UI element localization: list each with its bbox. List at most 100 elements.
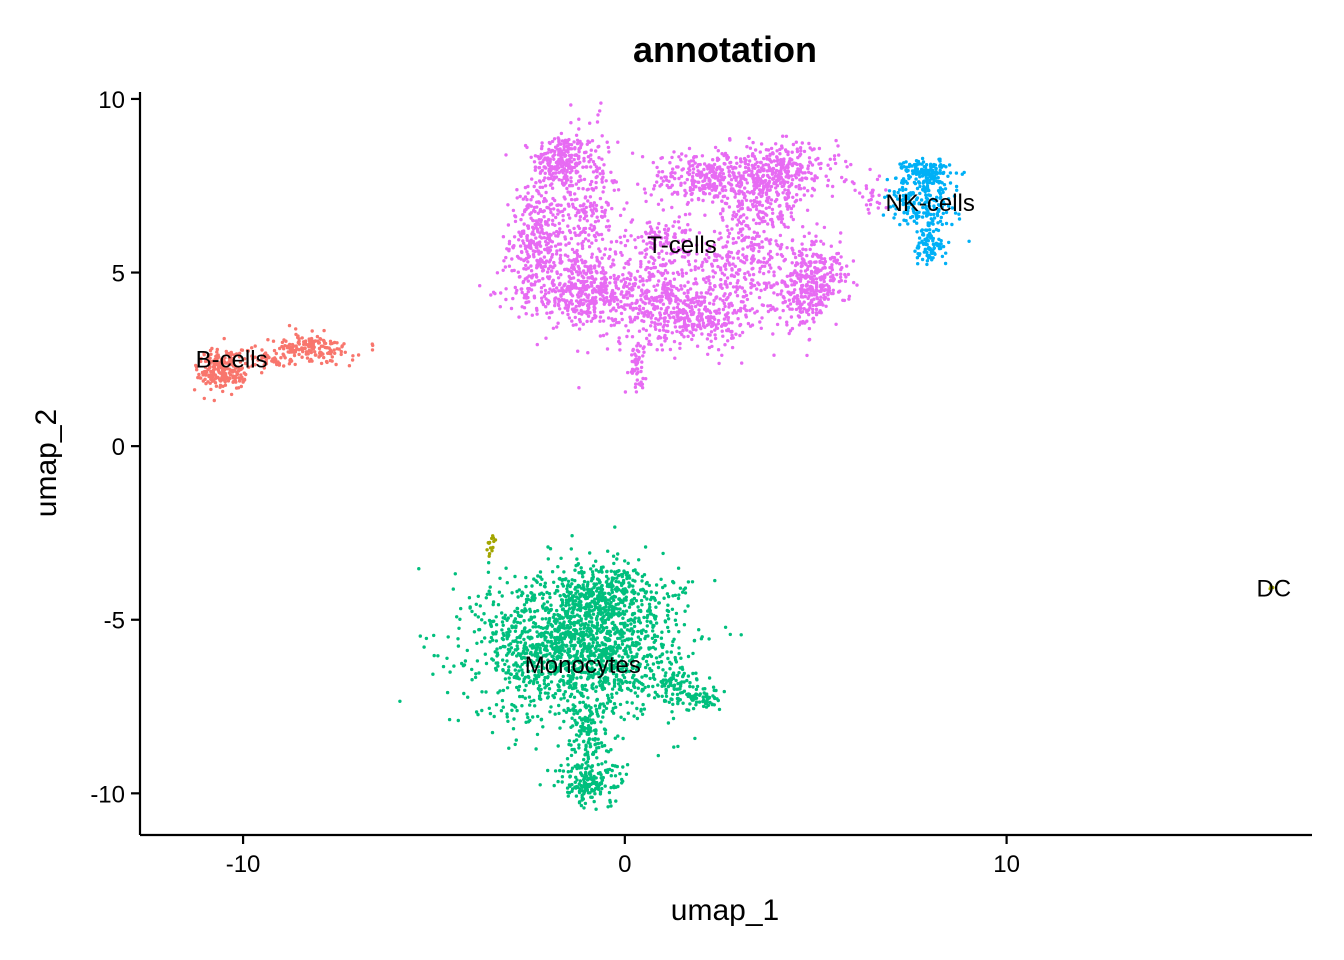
data-point [725, 240, 730, 244]
data-point [523, 630, 528, 634]
data-point [819, 253, 823, 258]
data-point [700, 263, 704, 267]
data-point [612, 299, 616, 303]
data-point [500, 698, 505, 703]
data-point [608, 254, 612, 259]
data-point [635, 367, 640, 371]
data-point [701, 179, 705, 183]
data-point [608, 281, 612, 285]
data-point [544, 239, 548, 244]
data-point [563, 138, 568, 142]
data-point [688, 188, 692, 193]
data-point [515, 640, 520, 644]
data-point [630, 151, 635, 155]
data-point [559, 162, 563, 167]
data-point [758, 266, 762, 271]
data-point [498, 689, 502, 693]
data-point [585, 188, 589, 192]
data-point [548, 287, 552, 291]
data-point [539, 717, 544, 721]
data-point [760, 245, 765, 249]
data-point [553, 223, 557, 227]
data-point [524, 247, 528, 251]
data-point [657, 221, 661, 226]
data-point [827, 286, 831, 290]
data-point [756, 169, 760, 174]
data-point [683, 212, 688, 217]
data-point [637, 355, 641, 360]
data-point [805, 273, 809, 277]
data-point [634, 382, 638, 386]
data-point [634, 640, 638, 645]
data-point [551, 213, 555, 217]
data-point [596, 113, 600, 117]
data-point [561, 214, 565, 218]
data-point [877, 174, 882, 178]
data-point [533, 209, 537, 214]
data-point [665, 650, 669, 654]
data-point [689, 331, 694, 335]
data-point [821, 242, 826, 246]
data-point [565, 170, 569, 174]
data-point [641, 239, 646, 243]
data-point [665, 251, 669, 255]
data-point [757, 234, 761, 238]
data-point [532, 698, 536, 703]
data-point [802, 234, 807, 239]
data-point [759, 288, 763, 293]
data-point [758, 209, 762, 214]
data-point [711, 275, 715, 279]
data-point [508, 642, 513, 646]
data-point [637, 329, 642, 333]
data-point [738, 164, 742, 168]
data-point [585, 294, 589, 299]
data-point [679, 158, 683, 162]
data-point [761, 271, 766, 276]
data-point [743, 186, 747, 190]
data-point [634, 245, 638, 250]
data-point [696, 180, 700, 184]
data-point [620, 634, 624, 639]
data-point [839, 272, 843, 276]
data-point [636, 370, 640, 375]
data-point [445, 690, 450, 695]
data-point [672, 339, 677, 344]
data-point [696, 169, 700, 173]
data-point [711, 200, 715, 204]
data-point [726, 165, 730, 169]
data-point [613, 280, 618, 284]
data-point [681, 311, 685, 316]
data-point [594, 209, 599, 213]
data-point [792, 283, 797, 287]
data-point [744, 254, 749, 259]
data-point [525, 224, 530, 228]
data-point [718, 266, 723, 270]
data-point [750, 173, 754, 177]
data-point [711, 182, 715, 187]
data-point [625, 284, 629, 289]
data-point [805, 287, 810, 292]
data-point [639, 262, 643, 266]
data-point [564, 243, 568, 247]
data-point [728, 632, 732, 637]
data-point [552, 137, 557, 141]
data-point [654, 621, 659, 625]
data-point [750, 152, 755, 156]
data-point [478, 284, 482, 288]
data-point [719, 277, 723, 282]
data-point [659, 182, 664, 187]
data-point [682, 335, 686, 339]
data-point [538, 185, 542, 189]
data-point [798, 170, 803, 174]
data-point [767, 195, 771, 200]
data-point [610, 709, 614, 713]
data-point [800, 321, 805, 325]
data-point [607, 632, 611, 636]
data-point [567, 274, 571, 279]
data-point [603, 643, 608, 647]
data-point [513, 609, 517, 613]
data-point [543, 184, 548, 188]
data-point [729, 329, 733, 334]
data-point [812, 177, 816, 181]
data-point [535, 312, 539, 316]
